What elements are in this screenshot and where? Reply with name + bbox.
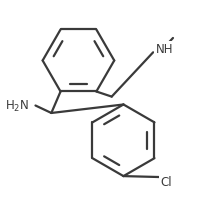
Text: Cl: Cl xyxy=(161,176,172,189)
Text: NH: NH xyxy=(156,43,173,56)
Text: H$_2$N: H$_2$N xyxy=(5,99,29,114)
